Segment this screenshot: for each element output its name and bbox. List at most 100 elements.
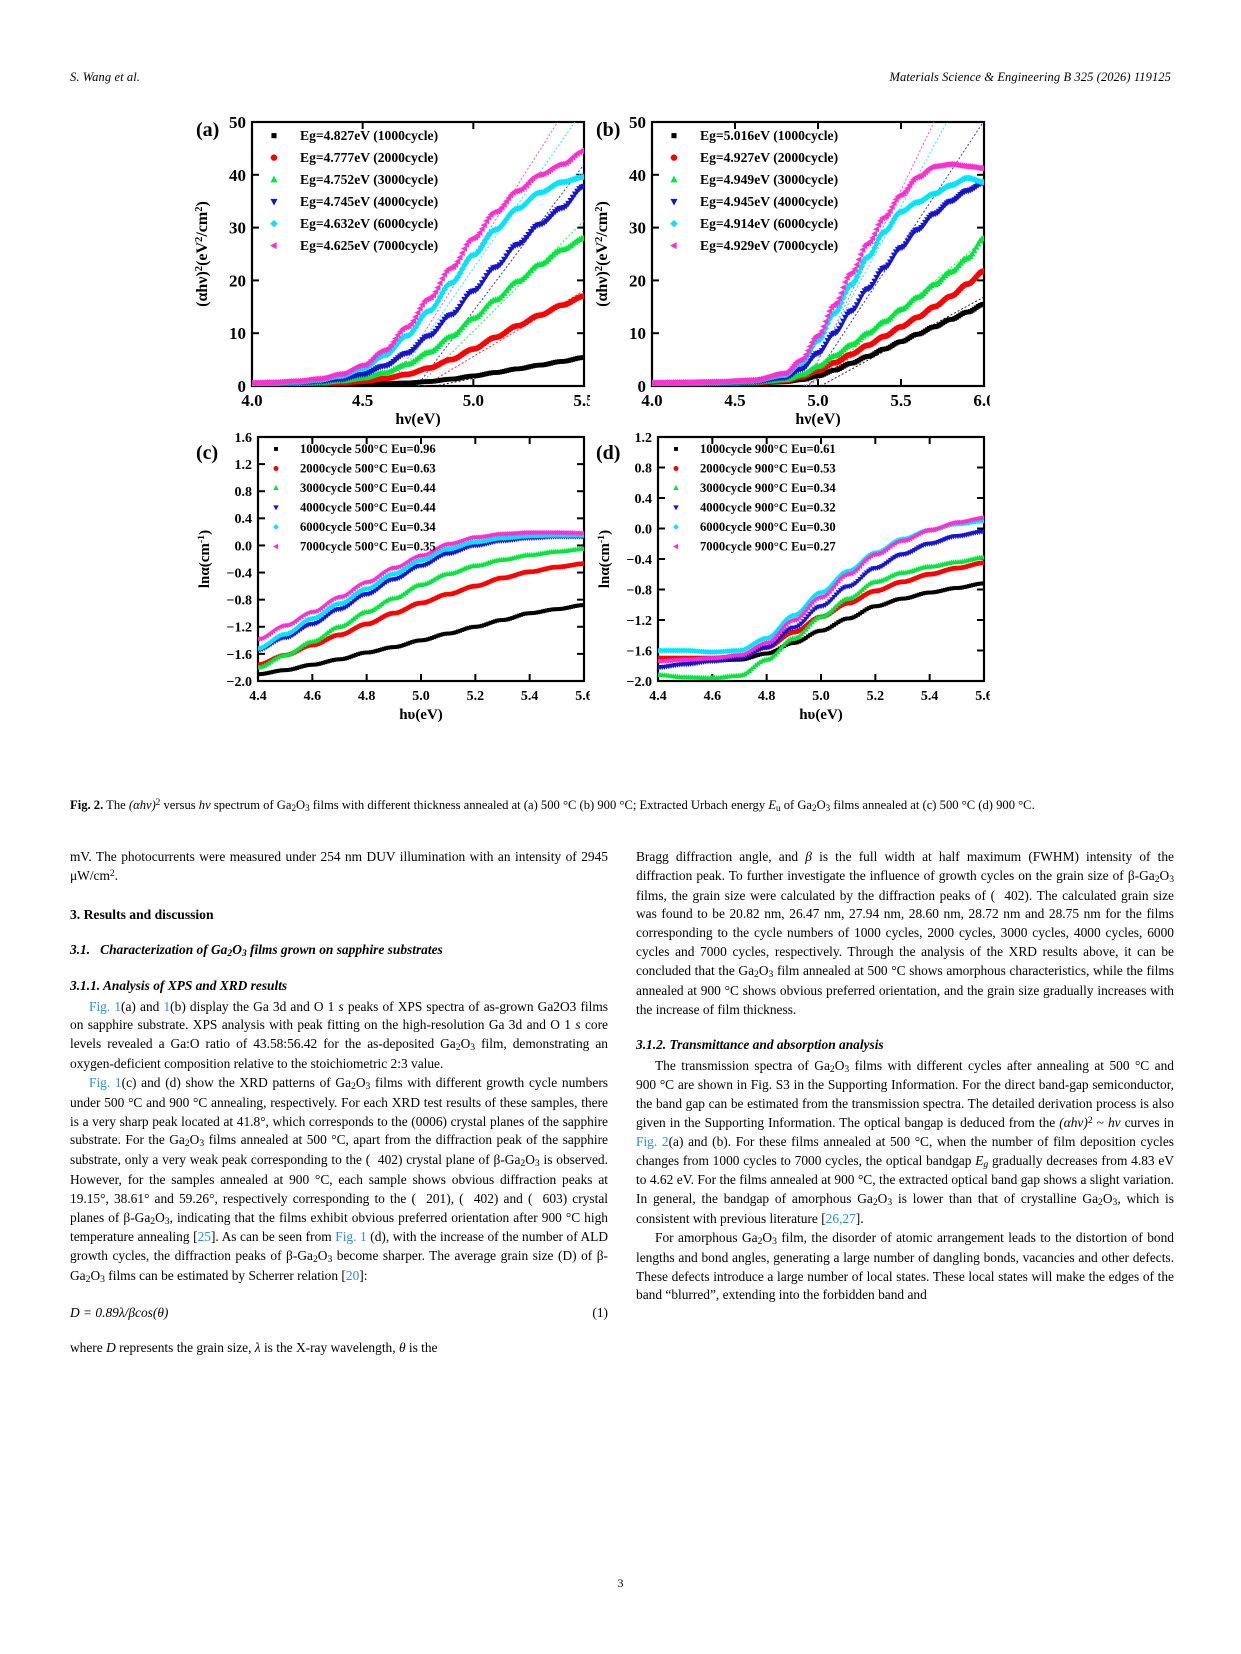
panel-c-ytick: 1.6 [235,431,253,446]
panel-a-legend-label: Eg=4.625eV (7000cycle) [300,238,438,254]
panel-b-legend-label: Eg=4.927eV (2000cycle) [700,150,838,166]
panel-a-legend: Eg=4.827eV (1000cycle) Eg=4.777eV (2000cy… [270,128,438,254]
panel-b-svg: 4.0 4.5 5.0 5.5 6.0 0 10 20 30 40 50 Eg=5.016eV (10… [594,113,991,428]
paragraph-intro: mV. The photocurrents were measured unde… [70,849,608,883]
panel-c-legend-label: 3000cycle 500°C Eu=0.44 [300,481,436,495]
panel-c-xtick: 5.4 [521,689,539,704]
panel-d-ytick: 0.0 [635,522,653,537]
panel-c-ytick: −0.8 [227,594,252,609]
panel-a-legend-label: Eg=4.745eV (4000cycle) [300,194,438,210]
panel-d-ytick: −2.0 [627,675,652,690]
body-column-right: Bragg diffraction angle, and β is the fu… [636,848,1174,1548]
panel-c-xtick: 4.4 [249,689,267,704]
chart-panel-d: 4.4 4.6 4.8 5.0 5.2 5.4 5.6 −2.0 −1.6 −1.2 −0.8 −0.… [590,425,991,725]
panel-d-xtick: 4.6 [704,689,722,704]
panel-b-legend: Eg=5.016eV (1000cycle) Eg=4.927eV (2000cy… [670,128,838,254]
panel-c-ytick: −0.4 [227,566,252,581]
panel-b-ytick: 50 [629,113,646,132]
panel-d-ytick: 0.4 [635,492,653,507]
panel-c-series [258,561,584,668]
panel-a-ytick: 10 [229,324,246,343]
panel-b-label: (b) [596,119,620,141]
panel-c-ylabel: lnα(cm-1) [196,530,214,588]
link-ref-25[interactable]: 25 [197,1229,211,1245]
panel-c-legend-label: 6000cycle 500°C Eu=0.34 [300,520,436,534]
panel-d-xtick: 5.4 [921,689,939,704]
panel-b-legend-label: Eg=4.929eV (7000cycle) [700,238,838,254]
panel-b-xtick: 4.5 [724,391,745,410]
panel-b-legend-label: Eg=4.949eV (3000cycle) [700,172,838,188]
panel-a-legend-label: Eg=4.827eV (1000cycle) [300,128,438,144]
panel-b-ytick: 0 [638,377,647,396]
paragraph-transmission: The transmission spectra of Ga2O3 films … [636,1057,1174,1227]
panel-b-legend-label: Eg=4.945eV (4000cycle) [700,194,838,210]
chart-panel-b: 4.0 4.5 5.0 5.5 6.0 0 10 20 30 40 50 Eg=5.016eV (10… [590,108,991,428]
panel-b-legend-label: Eg=5.016eV (1000cycle) [700,128,838,144]
panel-d-xtick: 5.0 [812,689,830,704]
panel-d-legend: 1000cycle 900°C Eu=0.61 2000cycle 900°C E… [673,442,836,554]
panel-a-label: (a) [196,119,219,141]
panel-c-series [258,545,584,670]
link-fig1-d[interactable]: Fig. 1 [335,1229,367,1245]
paragraph-xps: Fig. 1(a) and 1(b) display the Ga 3d and… [70,998,609,1072]
figure-caption-text: The (αhν)2 versus hν spectrum of Ga2O3 f… [103,797,1035,813]
link-fig2[interactable]: Fig. 2 [636,1133,669,1149]
running-head-journal: Materials Science & Engineering B 325 (2… [889,70,1171,84]
panel-c-xtick: 4.6 [304,689,322,704]
panel-c-ytick: 0.4 [235,512,253,527]
panel-b-xtick: 4.0 [641,391,662,410]
panel-d-legend-label: 1000cycle 900°C Eu=0.61 [700,442,836,456]
panel-a-xtick: 5.0 [463,391,484,410]
panel-c-ytick: 0.8 [235,485,253,500]
figure-caption: Fig. 2. The (αhν)2 versus hν spectrum of… [70,795,1175,815]
running-head: S. Wang et al. Materials Science & Engin… [70,70,1171,85]
heading-characterization: 3.1. Characterization of Ga2O3 films gro… [70,941,443,960]
chart-panel-a: 4.0 4.5 5.0 5.5 0 10 20 30 40 50 Eg=4.827eV (1000c… [190,108,591,428]
panel-b-ytick: 30 [629,219,646,238]
link-ref-20[interactable]: 20 [345,1267,360,1283]
panel-c-legend-label: 7000cycle 500°C Eu=0.35 [300,540,436,554]
panel-b-xtick: 5.5 [890,391,911,410]
panel-d-xtick: 5.2 [867,689,885,704]
panel-a-svg: 4.0 4.5 5.0 5.5 0 10 20 30 40 50 Eg=4.827eV (1000c… [194,113,591,428]
body-column-left: mV. The photocurrents were measured unde… [70,848,608,1548]
panel-a-legend-label: Eg=4.632eV (6000cycle) [300,216,438,232]
heading-xps-xrd: 3.1.1. Analysis of XPS and XRD results [70,977,288,993]
panel-d-legend-label: 7000cycle 900°C Eu=0.27 [700,540,836,554]
panel-a-xtick: 4.0 [241,391,262,410]
panel-c-xtick: 5.6 [575,689,590,704]
panel-d-legend-label: 3000cycle 900°C Eu=0.34 [700,481,836,495]
panel-d-xlabel: hυ(eV) [799,707,843,723]
panel-a-ytick: 30 [229,219,246,238]
panel-c-legend: 1000cycle 500°C Eu=0.96 2000cycle 500°C E… [273,442,436,554]
panel-a-ytick: 40 [229,166,246,185]
panel-d-ytick: 1.2 [635,431,653,446]
equation-1-body: D = 0.89λ/βcos(θ) [70,1304,169,1320]
panel-d-legend-label: 6000cycle 900°C Eu=0.30 [700,520,836,534]
panel-d-series [658,529,984,671]
panel-d-label: (d) [596,442,620,464]
panel-b-ytick: 10 [629,324,646,343]
figure-panel-grid: 4.0 4.5 5.0 5.5 0 10 20 30 40 50 Eg=4.827eV (1000c… [70,100,1170,740]
panel-a-ytick: 0 [238,377,247,396]
panel-a-xtick: 4.5 [352,391,373,410]
link-fig1-c[interactable]: Fig. 1 [89,1074,122,1090]
panel-a-legend-label: Eg=4.777eV (2000cycle) [300,150,438,166]
panel-d-series [658,554,984,681]
panel-c-xtick: 5.2 [467,689,485,704]
heading-results: 3. Results and discussion [70,906,214,922]
panel-d-ytick: −1.2 [627,614,652,629]
panel-c-label: (c) [196,442,218,464]
link-fig1-a[interactable]: Fig. 1 [89,998,122,1014]
paragraph-amorphous: For amorphous Ga2O3 film, the disorder o… [636,1229,1175,1303]
panel-a-ytick: 20 [229,271,246,290]
panel-c-series [258,603,584,677]
panel-b-legend-label: Eg=4.914eV (6000cycle) [700,216,838,232]
link-ref-2627[interactable]: 26,27 [825,1211,856,1227]
panel-c-svg: 4.4 4.6 4.8 5.0 5.2 5.4 5.6 −2.0 −1.6 −1.2 −0.8 −0.… [196,431,591,723]
panel-d-xtick: 4.8 [758,689,776,704]
panel-c-ytick: 0.0 [235,539,253,554]
link-fig1-b[interactable]: 1 [163,998,171,1014]
panel-d-ytick: −0.8 [627,583,652,598]
panel-c-xtick: 4.8 [358,689,376,704]
